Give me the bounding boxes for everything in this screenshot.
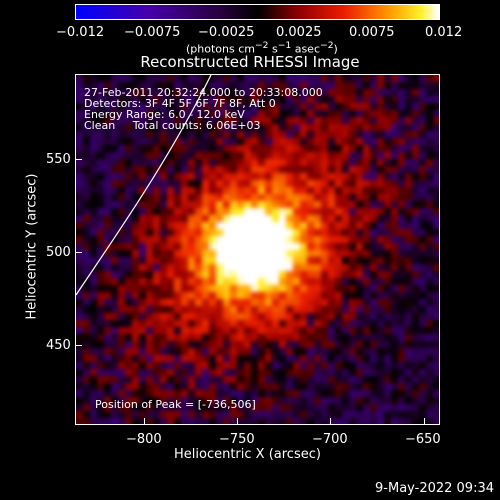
colorbar-tick-label: −0.0075: [124, 25, 181, 40]
y-tick-label: 450: [46, 338, 71, 353]
rhessi-image-panel: 27-Feb-2011 20:32:24.000 to 20:33:08.000…: [75, 74, 440, 425]
colorbar-tick-label: 0.0025: [276, 25, 322, 40]
x-tick-label: −650: [405, 432, 441, 447]
colorbar: [75, 4, 440, 20]
colorbar-tick-label: −0.012: [56, 25, 105, 40]
plot-title: Reconstructed RHESSI Image: [140, 53, 360, 71]
y-tick-label: 500: [46, 245, 71, 260]
colorbar-unit-label: (photons cm−2 s−1 asec−2): [186, 40, 338, 56]
colorbar-tick-label: 0.012: [425, 25, 463, 40]
limb-line: [76, 75, 212, 296]
x-tick-label: −700: [312, 432, 348, 447]
colorbar-tick-label: −0.0025: [198, 25, 255, 40]
x-tick-label: −800: [126, 432, 162, 447]
x-axis-label: Heliocentric X (arcsec): [174, 447, 321, 462]
y-tick-label: 550: [46, 152, 71, 167]
info-detectors: Detectors: 3F 4F 5F 6F 7F 8F, Att 0: [84, 97, 276, 110]
info-time-range: 27-Feb-2011 20:32:24.000 to 20:33:08.000: [84, 86, 323, 99]
rhessi-image: [76, 75, 439, 424]
x-tick-label: −750: [219, 432, 255, 447]
info-total-counts: Clean Total counts: 6.06E+03: [84, 119, 261, 132]
info-energy-range: Energy Range: 6.0 - 12.0 keV: [84, 108, 245, 121]
colorbar-tick-label: 0.0075: [349, 25, 395, 40]
footer-date: 9-May-2022 09:34: [375, 481, 494, 496]
peak-position: Position of Peak = [-736,506]: [95, 398, 256, 411]
y-axis-label: Heliocentric Y (arcsec): [24, 173, 40, 320]
